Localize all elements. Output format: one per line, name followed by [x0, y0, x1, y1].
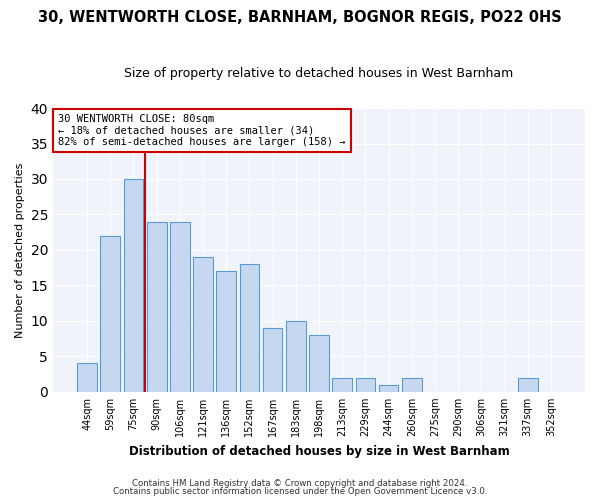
- Bar: [518, 378, 538, 392]
- Bar: [286, 321, 305, 392]
- Bar: [402, 378, 422, 392]
- Bar: [379, 384, 398, 392]
- Bar: [170, 222, 190, 392]
- Bar: [100, 236, 120, 392]
- Bar: [217, 271, 236, 392]
- Bar: [77, 364, 97, 392]
- Bar: [332, 378, 352, 392]
- Bar: [263, 328, 283, 392]
- X-axis label: Distribution of detached houses by size in West Barnham: Distribution of detached houses by size …: [128, 444, 509, 458]
- Text: 30, WENTWORTH CLOSE, BARNHAM, BOGNOR REGIS, PO22 0HS: 30, WENTWORTH CLOSE, BARNHAM, BOGNOR REG…: [38, 10, 562, 25]
- Bar: [147, 222, 167, 392]
- Text: Contains HM Land Registry data © Crown copyright and database right 2024.: Contains HM Land Registry data © Crown c…: [132, 478, 468, 488]
- Title: Size of property relative to detached houses in West Barnham: Size of property relative to detached ho…: [124, 68, 514, 80]
- Bar: [193, 257, 213, 392]
- Bar: [124, 179, 143, 392]
- Text: Contains public sector information licensed under the Open Government Licence v3: Contains public sector information licen…: [113, 487, 487, 496]
- Bar: [239, 264, 259, 392]
- Bar: [309, 335, 329, 392]
- Text: 30 WENTWORTH CLOSE: 80sqm
← 18% of detached houses are smaller (34)
82% of semi-: 30 WENTWORTH CLOSE: 80sqm ← 18% of detac…: [58, 114, 346, 147]
- Bar: [356, 378, 375, 392]
- Y-axis label: Number of detached properties: Number of detached properties: [15, 162, 25, 338]
